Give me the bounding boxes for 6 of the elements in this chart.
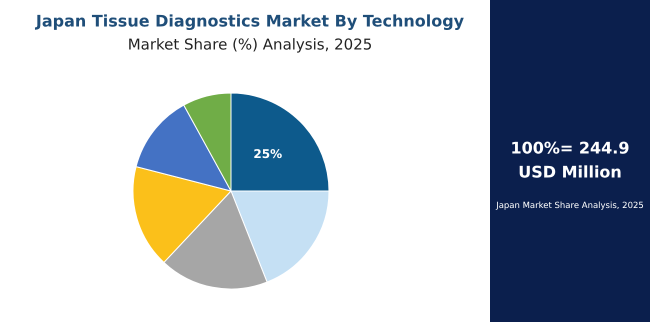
text: 100%= 244.9 bbox=[510, 138, 630, 158]
data-label: 25% bbox=[253, 147, 282, 162]
chart-subtitle: Market Share (%) Analysis, 2025 bbox=[128, 36, 372, 54]
text: USD Million bbox=[518, 162, 622, 182]
chart-title: Japan Tissue Diagnostics Market By Technology bbox=[34, 12, 465, 30]
text: Japan Market Share Analysis, 2025 bbox=[495, 201, 644, 211]
